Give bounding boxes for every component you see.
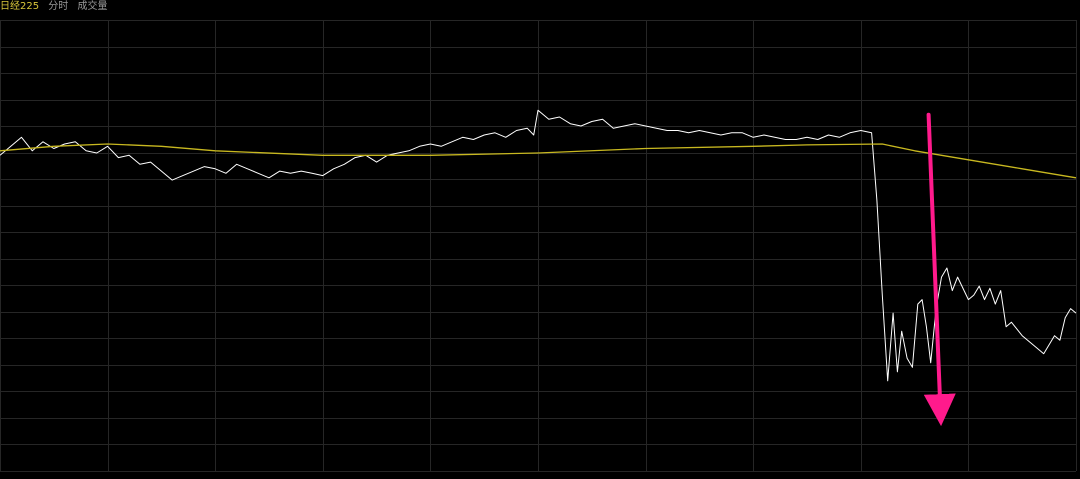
grid — [0, 20, 1077, 472]
series-layer — [0, 109, 1077, 382]
symbol-label[interactable]: 日经225 — [0, 1, 40, 12]
tab-intraday[interactable]: 分时 — [48, 1, 69, 12]
average-price-line — [0, 143, 1077, 179]
chart-header: 日经225 分时 成交量 — [0, 0, 113, 14]
price-line — [0, 109, 1077, 382]
tab-volume[interactable]: 成交量 — [77, 1, 108, 12]
annotation-arrow — [923, 112, 956, 427]
annotation-layer — [923, 112, 956, 427]
